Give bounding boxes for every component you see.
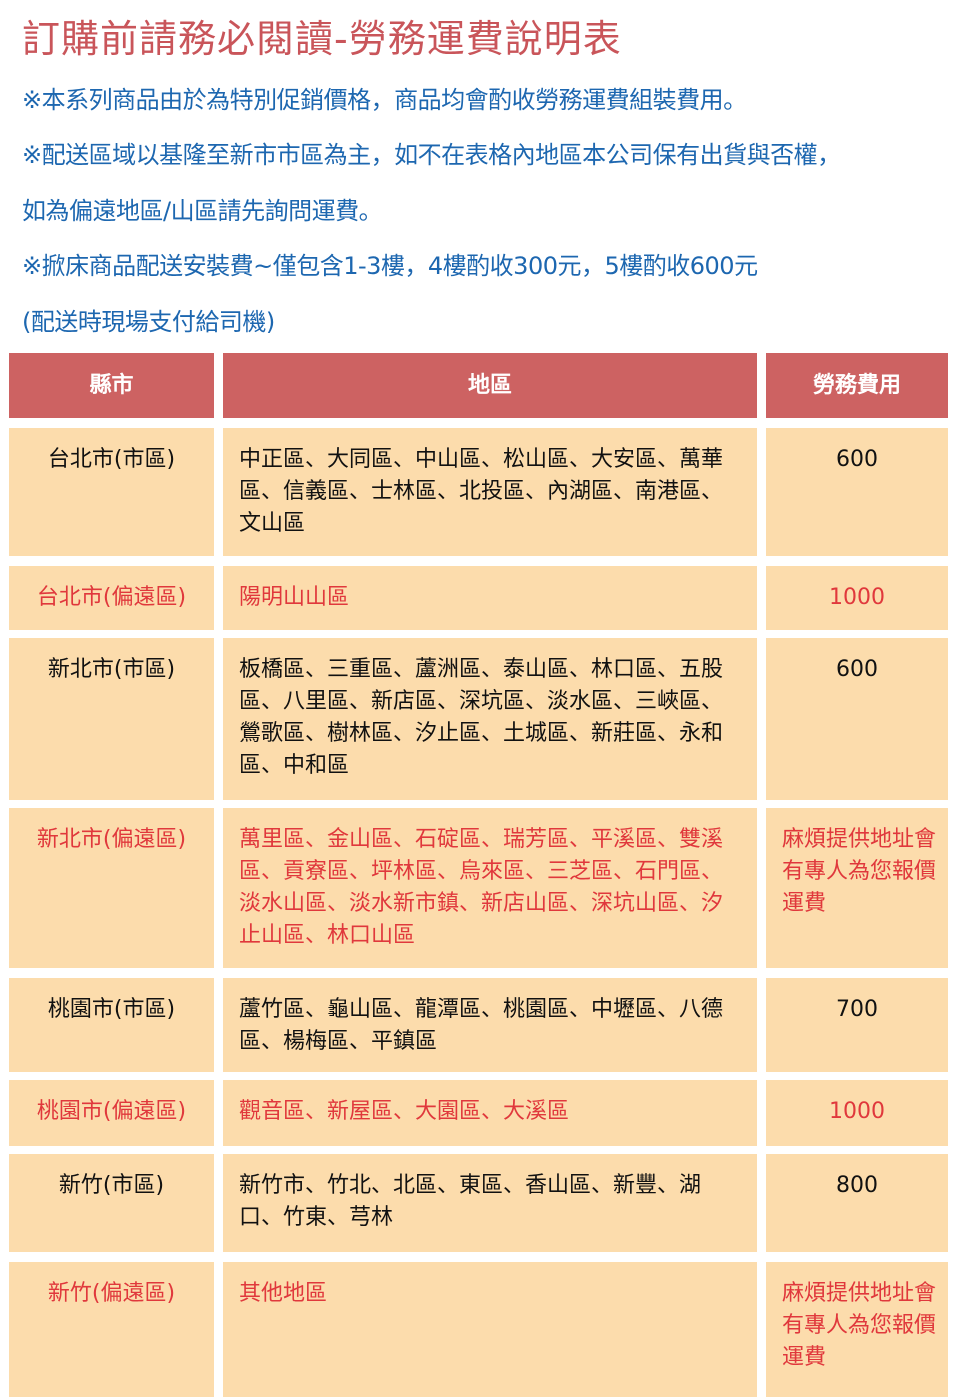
- areas-cell: 板橋區、三重區、蘆洲區、泰山區、林口區、五股區、八里區、新店區、深坑區、淡水區、…: [223, 638, 757, 800]
- areas-cell: 新竹市、竹北、北區、東區、香山區、新豐、湖口、竹東、芎林: [223, 1154, 757, 1252]
- city-cell: 新北市(偏遠區): [9, 808, 214, 968]
- table-row: 桃園市(市區) 蘆竹區、龜山區、龍潭區、桃園區、中壢區、八德區、楊梅區、平鎮區 …: [9, 978, 948, 1072]
- table-row: 桃園市(偏遠區) 觀音區、新屋區、大園區、大溪區 1000: [9, 1080, 948, 1146]
- note-floor-fee: ※掀床商品配送安裝費~僅包含1-3樓，4樓酌收300元，5樓酌收600元: [22, 252, 758, 280]
- header-fee: 勞務費用: [766, 353, 948, 418]
- areas-cell: 萬里區、金山區、石碇區、瑞芳區、平溪區、雙溪區、貢寮區、坪林區、烏來區、三芝區、…: [223, 808, 757, 968]
- city-cell: 台北市(市區): [9, 428, 214, 556]
- page-title: 訂購前請務必閱讀-勞務運費說明表: [22, 17, 622, 61]
- areas-cell: 蘆竹區、龜山區、龍潭區、桃園區、中壢區、八德區、楊梅區、平鎮區: [223, 978, 757, 1072]
- areas-cell: 觀音區、新屋區、大園區、大溪區: [223, 1080, 757, 1146]
- city-cell: 桃園市(市區): [9, 978, 214, 1072]
- table-row: 新北市(市區) 板橋區、三重區、蘆洲區、泰山區、林口區、五股區、八里區、新店區、…: [9, 638, 948, 800]
- city-cell: 新竹(偏遠區): [9, 1262, 214, 1397]
- fee-cell: 麻煩提供地址會有專人為您報價運費: [766, 1262, 948, 1397]
- fee-cell: 700: [766, 978, 948, 1072]
- table-row: 新竹(市區) 新竹市、竹北、北區、東區、香山區、新豐、湖口、竹東、芎林 800: [9, 1154, 948, 1252]
- fee-cell: 800: [766, 1154, 948, 1252]
- fee-cell: 1000: [766, 566, 948, 630]
- fee-cell: 麻煩提供地址會有專人為您報價運費: [766, 808, 948, 968]
- note-remote-inquiry: 如為偏遠地區/山區請先詢問運費。: [22, 197, 383, 225]
- header-city: 縣市: [9, 353, 214, 418]
- table-header: 縣市 地區 勞務費用: [9, 353, 948, 418]
- areas-cell: 中正區、大同區、中山區、松山區、大安區、萬華區、信義區、士林區、北投區、內湖區、…: [223, 428, 757, 556]
- note-delivery-area: ※配送區域以基隆至新市市區為主，如不在表格內地區本公司保有出貨與否權，: [22, 141, 841, 169]
- city-cell: 台北市(偏遠區): [9, 566, 214, 630]
- table-row: 台北市(市區) 中正區、大同區、中山區、松山區、大安區、萬華區、信義區、士林區、…: [9, 428, 948, 556]
- fee-cell: 600: [766, 428, 948, 556]
- areas-cell: 陽明山山區: [223, 566, 757, 630]
- city-cell: 桃園市(偏遠區): [9, 1080, 214, 1146]
- header-area: 地區: [223, 353, 757, 418]
- table-row: 台北市(偏遠區) 陽明山山區 1000: [9, 566, 948, 630]
- note-promo: ※本系列商品由於為特別促銷價格，商品均會酌收勞務運費組裝費用。: [22, 86, 747, 114]
- note-pay-driver: (配送時現場支付給司機): [22, 308, 275, 336]
- fee-cell: 1000: [766, 1080, 948, 1146]
- table-row: 新竹(偏遠區) 其他地區 麻煩提供地址會有專人為您報價運費: [9, 1262, 948, 1397]
- fee-cell: 600: [766, 638, 948, 800]
- city-cell: 新北市(市區): [9, 638, 214, 800]
- areas-cell: 其他地區: [223, 1262, 757, 1397]
- city-cell: 新竹(市區): [9, 1154, 214, 1252]
- table-row: 新北市(偏遠區) 萬里區、金山區、石碇區、瑞芳區、平溪區、雙溪區、貢寮區、坪林區…: [9, 808, 948, 968]
